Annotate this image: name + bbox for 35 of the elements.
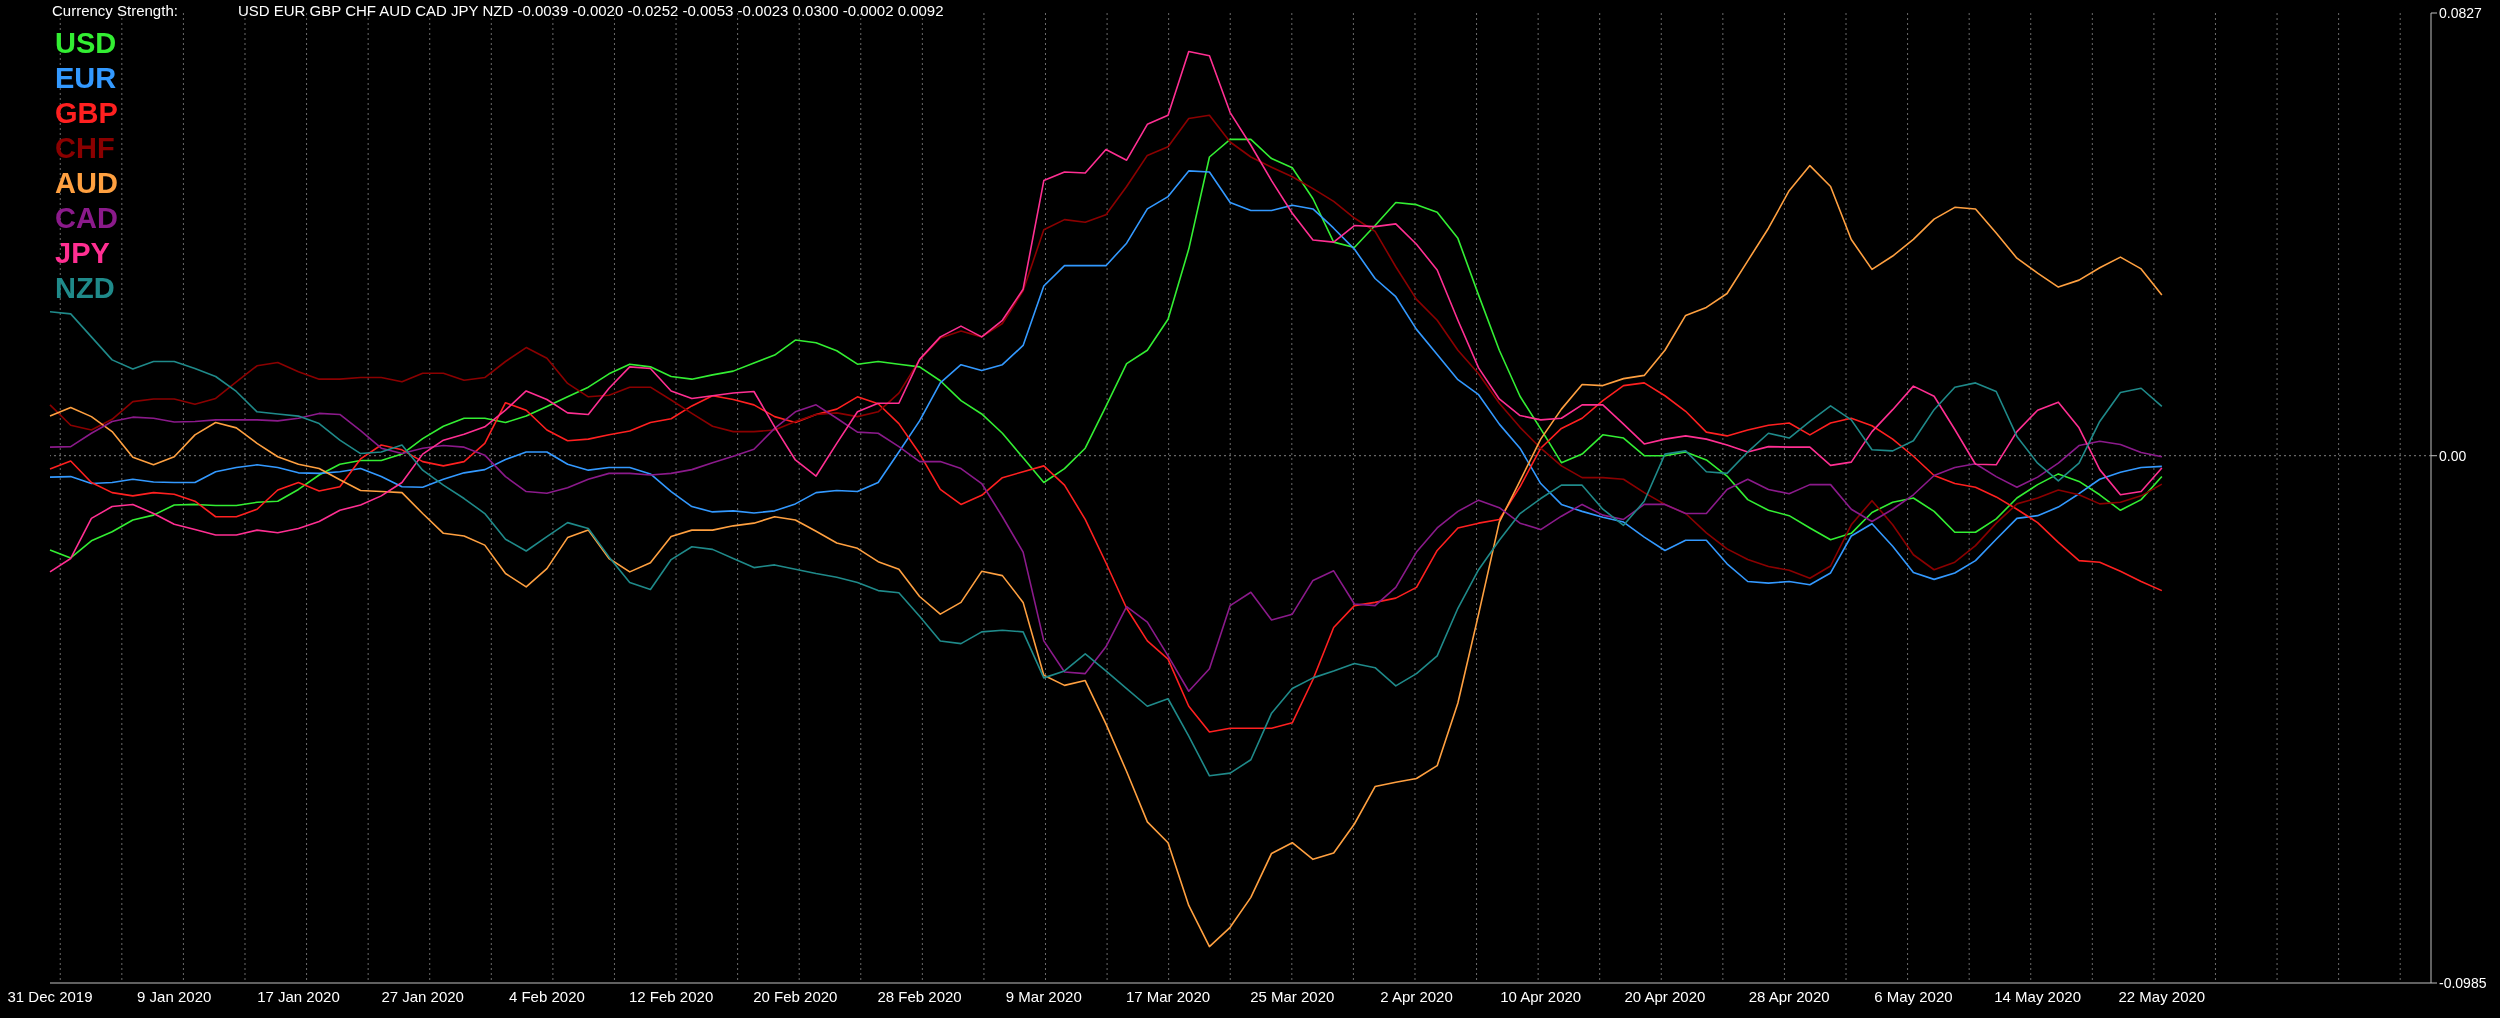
x-tick-label: 14 May 2020	[1994, 987, 2081, 1005]
x-tick-label: 12 Feb 2020	[629, 987, 714, 1005]
y-tick-label: 0.0827	[2439, 4, 2483, 21]
x-tick-label: 9 Mar 2020	[1005, 987, 1082, 1005]
series-label: NZD	[55, 271, 116, 306]
x-tick-label: 28 Apr 2020	[1748, 987, 1830, 1005]
line-series	[49, 404, 2163, 693]
text: USD	[55, 26, 118, 61]
y-tick-label: -0.0985	[2439, 974, 2487, 991]
text: AUD	[55, 166, 118, 201]
y-tick-label: 0.00	[2439, 447, 2467, 464]
x-tick-label: 10 Apr 2020	[1500, 987, 1582, 1005]
x-tick-label: 2 Apr 2020	[1380, 987, 1453, 1005]
text: JPY	[55, 236, 111, 271]
x-tick-label: 20 Apr 2020	[1624, 987, 1706, 1005]
x-tick-label: 25 Mar 2020	[1250, 987, 1335, 1005]
chart-title: Currency Strength:	[52, 2, 178, 19]
line-series	[49, 382, 2163, 733]
x-tick-label: 31 Dec 2019	[7, 987, 93, 1005]
x-tick-label: 4 Feb 2020	[508, 987, 585, 1005]
x-tick-label: 17 Jan 2020	[257, 987, 340, 1005]
x-tick-label: 27 Jan 2020	[381, 987, 464, 1005]
x-tick-label: 9 Jan 2020	[137, 987, 212, 1005]
line-series	[49, 310, 2163, 777]
x-tick-label: 22 May 2020	[2118, 987, 2206, 1005]
x-tick-label: 28 Feb 2020	[877, 987, 962, 1005]
text: CAD	[55, 201, 118, 236]
text: EUR	[55, 61, 118, 96]
text: CHF	[55, 131, 116, 166]
chart-subtitle: USD EUR GBP CHF AUD CAD JPY NZD -0.0039 -0.0020 -0.0252 -0.0053 -0.0023 0.0300 -0.0002 0.0092	[237, 2, 944, 19]
text: GBP	[55, 96, 118, 131]
x-tick-label: 17 Mar 2020	[1125, 987, 1211, 1005]
line-series	[49, 164, 2163, 948]
x-tick-label: 20 Feb 2020	[753, 987, 838, 1005]
x-tick-label: 6 May 2020	[1874, 987, 1953, 1005]
